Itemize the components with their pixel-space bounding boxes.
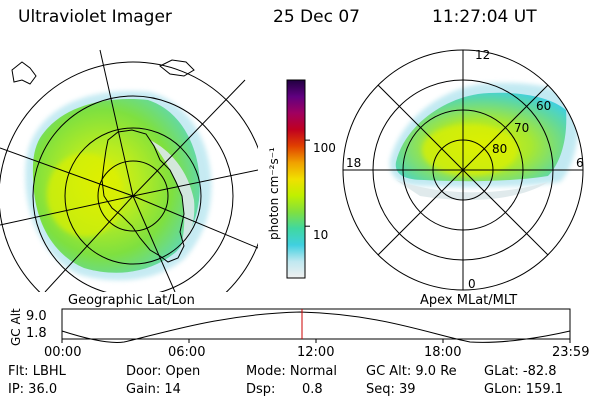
altitude-xtick-0000: 00:00	[44, 345, 82, 360]
date-label: 25 Dec 07	[273, 7, 360, 27]
instrument-title: Ultraviolet Imager	[18, 7, 172, 27]
status-gc-alt: GC Alt: 9.0 Re	[366, 364, 457, 379]
geo-meridians	[0, 49, 258, 292]
status-door: Door: Open	[126, 364, 201, 379]
status-gain: Gain: 14	[126, 382, 181, 397]
colorbar-ticks	[305, 139, 310, 227]
altitude-ytick-low: 1.8	[26, 326, 47, 341]
apex-mlt-lines	[343, 50, 583, 290]
antarctica-coastline	[101, 129, 185, 263]
status-dsp-label: Dsp:	[246, 382, 276, 397]
apex-core	[422, 124, 518, 176]
apex-caption: Apex MLat/MLT	[420, 293, 518, 308]
altitude-plot: GC Alt 9.0 1.8	[9, 308, 571, 346]
geo-fringe	[150, 140, 195, 250]
apex-plot: 12 18 6 0 60 70 80	[342, 48, 584, 291]
colorbar-tick-10: 10	[313, 228, 329, 242]
altitude-xtick-2359: 23:59	[552, 345, 590, 360]
mlat-label-70: 70	[514, 121, 529, 135]
status-glat: GLat: -82.8	[484, 364, 557, 379]
coastline-fragments	[11, 59, 195, 85]
status-ip: IP: 36.0	[8, 382, 58, 397]
status-dsp-value: 0.8	[302, 382, 323, 397]
altitude-frame	[61, 308, 571, 340]
mlt-label-12: 12	[475, 48, 490, 62]
altitude-xtick-1800: 18:00	[424, 345, 462, 360]
geo-lat-circles	[0, 61, 258, 292]
altitude-xtick-0600: 06:00	[168, 345, 206, 360]
colorbar-tick-100: 100	[313, 141, 336, 155]
altitude-ytick-high: 9.0	[26, 309, 47, 324]
mlt-label-0: 0	[468, 277, 476, 291]
altitude-curve	[61, 311, 571, 343]
status-mode: Mode: Normal	[246, 364, 337, 379]
status-seq: Seq: 39	[366, 382, 416, 397]
colorbar-label: photon cm⁻²s⁻¹	[267, 147, 281, 240]
mlt-label-18: 18	[346, 156, 361, 170]
mlat-label-80: 80	[492, 142, 507, 156]
mlat-label-60: 60	[536, 99, 551, 113]
apex-fringe	[396, 180, 548, 200]
colorbar: photon cm⁻²s⁻¹	[267, 79, 310, 279]
geographic-map	[0, 49, 258, 292]
time-label: 11:27:04 UT	[432, 7, 537, 27]
status-glon: GLon: 159.1	[484, 382, 564, 397]
colorbar-ramp	[286, 79, 306, 279]
status-filter: Flt: LBHL	[8, 364, 66, 379]
altitude-xtick-1200: 12:00	[297, 345, 335, 360]
mlt-label-6: 6	[576, 156, 584, 170]
geographic-caption: Geographic Lat/Lon	[68, 293, 195, 308]
altitude-ylabel: GC Alt	[9, 308, 23, 346]
geo-core	[47, 153, 123, 237]
altitude-xtick-marks	[61, 339, 571, 343]
